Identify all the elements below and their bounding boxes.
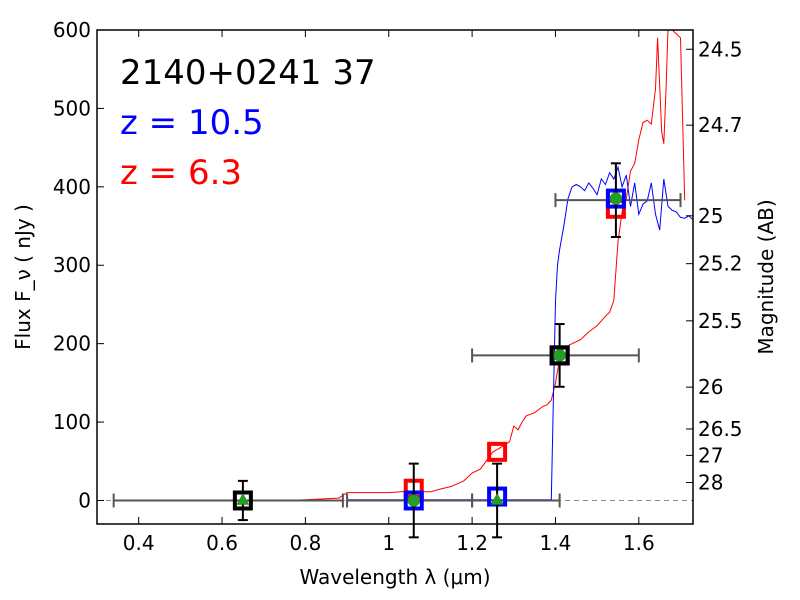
x-tick-label: 0.8: [289, 531, 321, 555]
y-axis-ticks: 0 100 200 300 400 500 600: [53, 18, 104, 512]
magnitude-tick-label: 25: [698, 204, 723, 228]
annotation-low-z: z = 6.3: [120, 153, 242, 193]
magnitude-tick-label: 26: [698, 375, 723, 399]
right-axis-ticks: 24.5 24.7 25 25.2 25.5 26 26.527 28: [686, 37, 743, 495]
magnitude-tick-label: 27: [698, 443, 723, 467]
green-circle-point: [407, 494, 421, 507]
y-tick-label: 300: [53, 253, 91, 277]
y-tick-label: 400: [53, 175, 91, 199]
low-z-model-point: [487, 441, 508, 462]
x-tick-label: 1.4: [540, 531, 572, 555]
x-axis-label: Wavelength λ (μm): [299, 565, 490, 589]
y-tick-label: 0: [78, 488, 91, 512]
y-tick-label: 600: [53, 18, 91, 42]
magnitude-tick-label: 28: [698, 471, 723, 495]
x-tick-label: 1.2: [456, 531, 488, 555]
y-tick-label: 200: [53, 332, 91, 356]
green-triangle-point: [236, 492, 250, 505]
x-tick-label: 0.4: [123, 531, 155, 555]
magnitude-tick-label: 24.5: [698, 37, 743, 61]
magnitude-tick-label: 25.2: [698, 252, 743, 276]
data-markers: [112, 162, 682, 539]
right-axis-label: Magnitude (AB): [754, 199, 778, 354]
x-tick-label: 0.6: [206, 531, 238, 555]
x-tick-label: 1: [382, 531, 395, 555]
x-axis-ticks: 0.4 0.6 0.8 1 1.2 1.4 1.6: [123, 30, 655, 555]
y-tick-label: 500: [53, 96, 91, 120]
magnitude-tick-label: 24.7: [698, 113, 743, 137]
magnitude-tick-label: 25.5: [698, 309, 743, 333]
plot-frame: [96, 29, 694, 525]
plot-area: [97, 30, 693, 524]
magnitude-tick-label: 26.5: [698, 417, 743, 441]
green-circle-point: [609, 192, 623, 205]
annotation-object-id: 2140+0241 37: [120, 53, 376, 93]
annotation-high-z: z = 10.5: [120, 103, 264, 143]
x-tick-label: 1.6: [623, 531, 655, 555]
green-triangle-point: [490, 492, 504, 505]
green-circle-point: [553, 349, 566, 362]
y-tick-label: 100: [53, 410, 91, 434]
y-axis-label: Flux F_ν ( nJy ): [11, 204, 35, 350]
